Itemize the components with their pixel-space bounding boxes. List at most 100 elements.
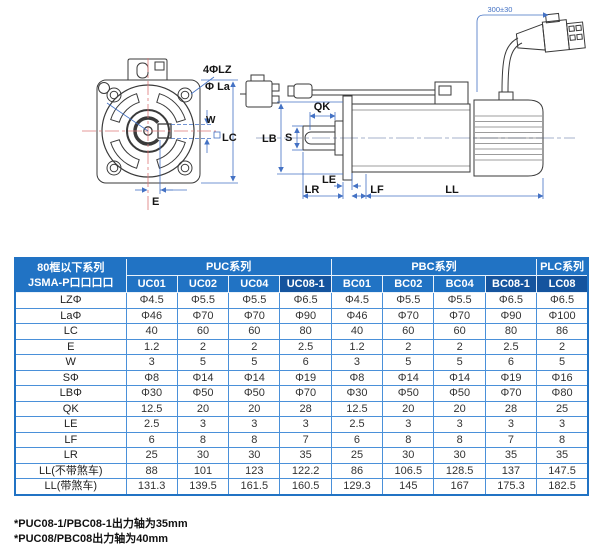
spec-value: 28 <box>279 400 332 417</box>
motor-dimension-drawing: 4ΦLZ Φ La LC W E <box>82 5 586 210</box>
spec-value: 20 <box>433 400 486 417</box>
row-label: LL(带煞车) <box>14 478 127 495</box>
spec-value: 3 <box>484 416 538 433</box>
table-row: E 1.2 2 2 2.5 1.2 2 2 2.5 2 <box>14 338 589 355</box>
spec-value: 88 <box>125 462 178 479</box>
flange-outline <box>96 79 201 184</box>
dim-label-ll: LL <box>445 184 459 196</box>
spec-value: Φ50 <box>228 385 281 402</box>
rear-cap <box>473 99 544 177</box>
spec-value: 60 <box>433 323 486 340</box>
motor-front-view <box>82 58 216 210</box>
model-header-row: UC01 UC02 UC04 UC08-1 BC01 BC02 BC04 BC0… <box>15 275 589 293</box>
model-header-1: UC02 <box>176 275 230 293</box>
encoder-connector-block <box>434 81 469 105</box>
dim-label-lr: LR <box>305 184 320 196</box>
spec-table-body: LZΦ Φ4.5 Φ5.5 Φ5.5 Φ6.5 Φ4.5 Φ5.5 Φ5.5 Φ6.5 Φ6.5 L… <box>14 292 589 495</box>
table-row: QK 12.5 20 20 28 12.5 20 20 28 25 <box>14 400 589 417</box>
cable-gland <box>498 91 514 101</box>
dim-label-w: W <box>206 115 216 126</box>
spec-value: Φ30 <box>330 385 384 402</box>
spec-value: Φ8 <box>125 369 178 386</box>
series-header-puc: PUC系列 <box>125 257 332 276</box>
spec-value: 8 <box>382 431 435 448</box>
table-row: LC 40 60 60 80 40 60 60 80 86 <box>14 323 589 340</box>
spec-value: Φ50 <box>382 385 435 402</box>
spec-value: Φ8 <box>330 369 384 386</box>
spec-value: 6 <box>279 354 332 371</box>
spec-value: 86 <box>330 462 384 479</box>
spec-value: 28 <box>484 400 538 417</box>
table-row: LE 2.5 3 3 3 2.5 3 3 3 3 <box>14 416 589 433</box>
spec-value: Φ30 <box>125 385 178 402</box>
encoder-cable <box>287 83 435 99</box>
dim-label-le: LE <box>322 174 336 186</box>
spec-value: Φ14 <box>176 369 230 386</box>
spec-value: 35 <box>536 447 589 464</box>
spec-value: Φ46 <box>125 307 178 324</box>
spec-value: 40 <box>125 323 178 340</box>
table-row: LBΦ Φ30 Φ50 Φ50 Φ70 Φ30 Φ50 Φ50 Φ70 Φ80 <box>14 385 589 402</box>
spec-value: 5 <box>382 354 435 371</box>
spec-value: 86 <box>536 323 589 340</box>
spec-table-container: 80框以下系列 JSMA-P口口口口 PUC系列 PBC系列 PLC系列 UC0… <box>14 257 590 496</box>
motor-side-view <box>240 12 586 181</box>
spec-value: Φ6.5 <box>279 292 332 309</box>
row-label: SΦ <box>14 369 127 386</box>
model-header-3: UC08-1 <box>279 275 332 293</box>
spec-value: 8 <box>228 431 281 448</box>
spec-value: 2.5 <box>484 338 538 355</box>
spec-value: 25 <box>125 447 178 464</box>
spec-value: Φ100 <box>536 307 589 324</box>
dim-label-bolt-circle: Φ La <box>205 81 231 93</box>
spec-value: Φ70 <box>176 307 230 324</box>
row-label: LZΦ <box>14 292 127 309</box>
spec-value: 12.5 <box>330 400 384 417</box>
spec-value: 167 <box>433 478 486 495</box>
spec-value: Φ80 <box>536 385 589 402</box>
spec-value: 35 <box>484 447 538 464</box>
spec-value: 106.5 <box>382 462 435 479</box>
spec-value: Φ14 <box>433 369 486 386</box>
spec-value: 147.5 <box>536 462 589 479</box>
spec-value: 122.2 <box>279 462 332 479</box>
spec-value: 40 <box>330 323 384 340</box>
terminal-box <box>127 58 168 80</box>
table-row: LL(不带煞车) 88 101 123 122.2 86 106.5 128.5 137 147.… <box>14 462 589 479</box>
model-header-4: BC01 <box>330 275 384 293</box>
model-header-0: UC01 <box>125 275 178 293</box>
spec-value: 3 <box>330 354 384 371</box>
spec-value: Φ5.5 <box>176 292 230 309</box>
spec-value: 3 <box>536 416 589 433</box>
power-plug <box>515 12 586 53</box>
spec-value: 8 <box>536 431 589 448</box>
table-row: LR 25 30 30 35 25 30 30 35 35 <box>14 447 589 464</box>
spec-value: Φ70 <box>382 307 435 324</box>
footnotes: *PUC08-1/PBC08-1出力轴为35mm *PUC08/PBC08出力轴… <box>14 517 188 547</box>
spec-value: 128.5 <box>433 462 486 479</box>
spec-value: 2 <box>382 338 435 355</box>
power-cable <box>501 37 523 93</box>
spec-value: Φ90 <box>484 307 538 324</box>
spec-value: Φ70 <box>433 307 486 324</box>
spec-value: 60 <box>228 323 281 340</box>
spec-value: 20 <box>176 400 230 417</box>
bolt-holes <box>106 87 193 176</box>
spec-value: 2 <box>433 338 486 355</box>
spec-value: 123 <box>228 462 281 479</box>
side-view-dimensions: 300±30 LB S QK LE LR LF LL <box>262 5 549 199</box>
spec-value: 20 <box>382 400 435 417</box>
spec-value: 3 <box>382 416 435 433</box>
spec-value: 25 <box>330 447 384 464</box>
spec-value: 2 <box>228 338 281 355</box>
spec-value: 7 <box>484 431 538 448</box>
spec-value: 182.5 <box>536 478 589 495</box>
dim-label-e: E <box>152 196 159 208</box>
spec-value: 6 <box>484 354 538 371</box>
spec-value: 3 <box>433 416 486 433</box>
table-row: LL(带煞车) 131.3 139.5 161.5 160.5 129.3 145 167 17… <box>14 478 589 495</box>
dim-label-cable-length: 300±30 <box>488 5 513 14</box>
spec-value: 30 <box>176 447 230 464</box>
